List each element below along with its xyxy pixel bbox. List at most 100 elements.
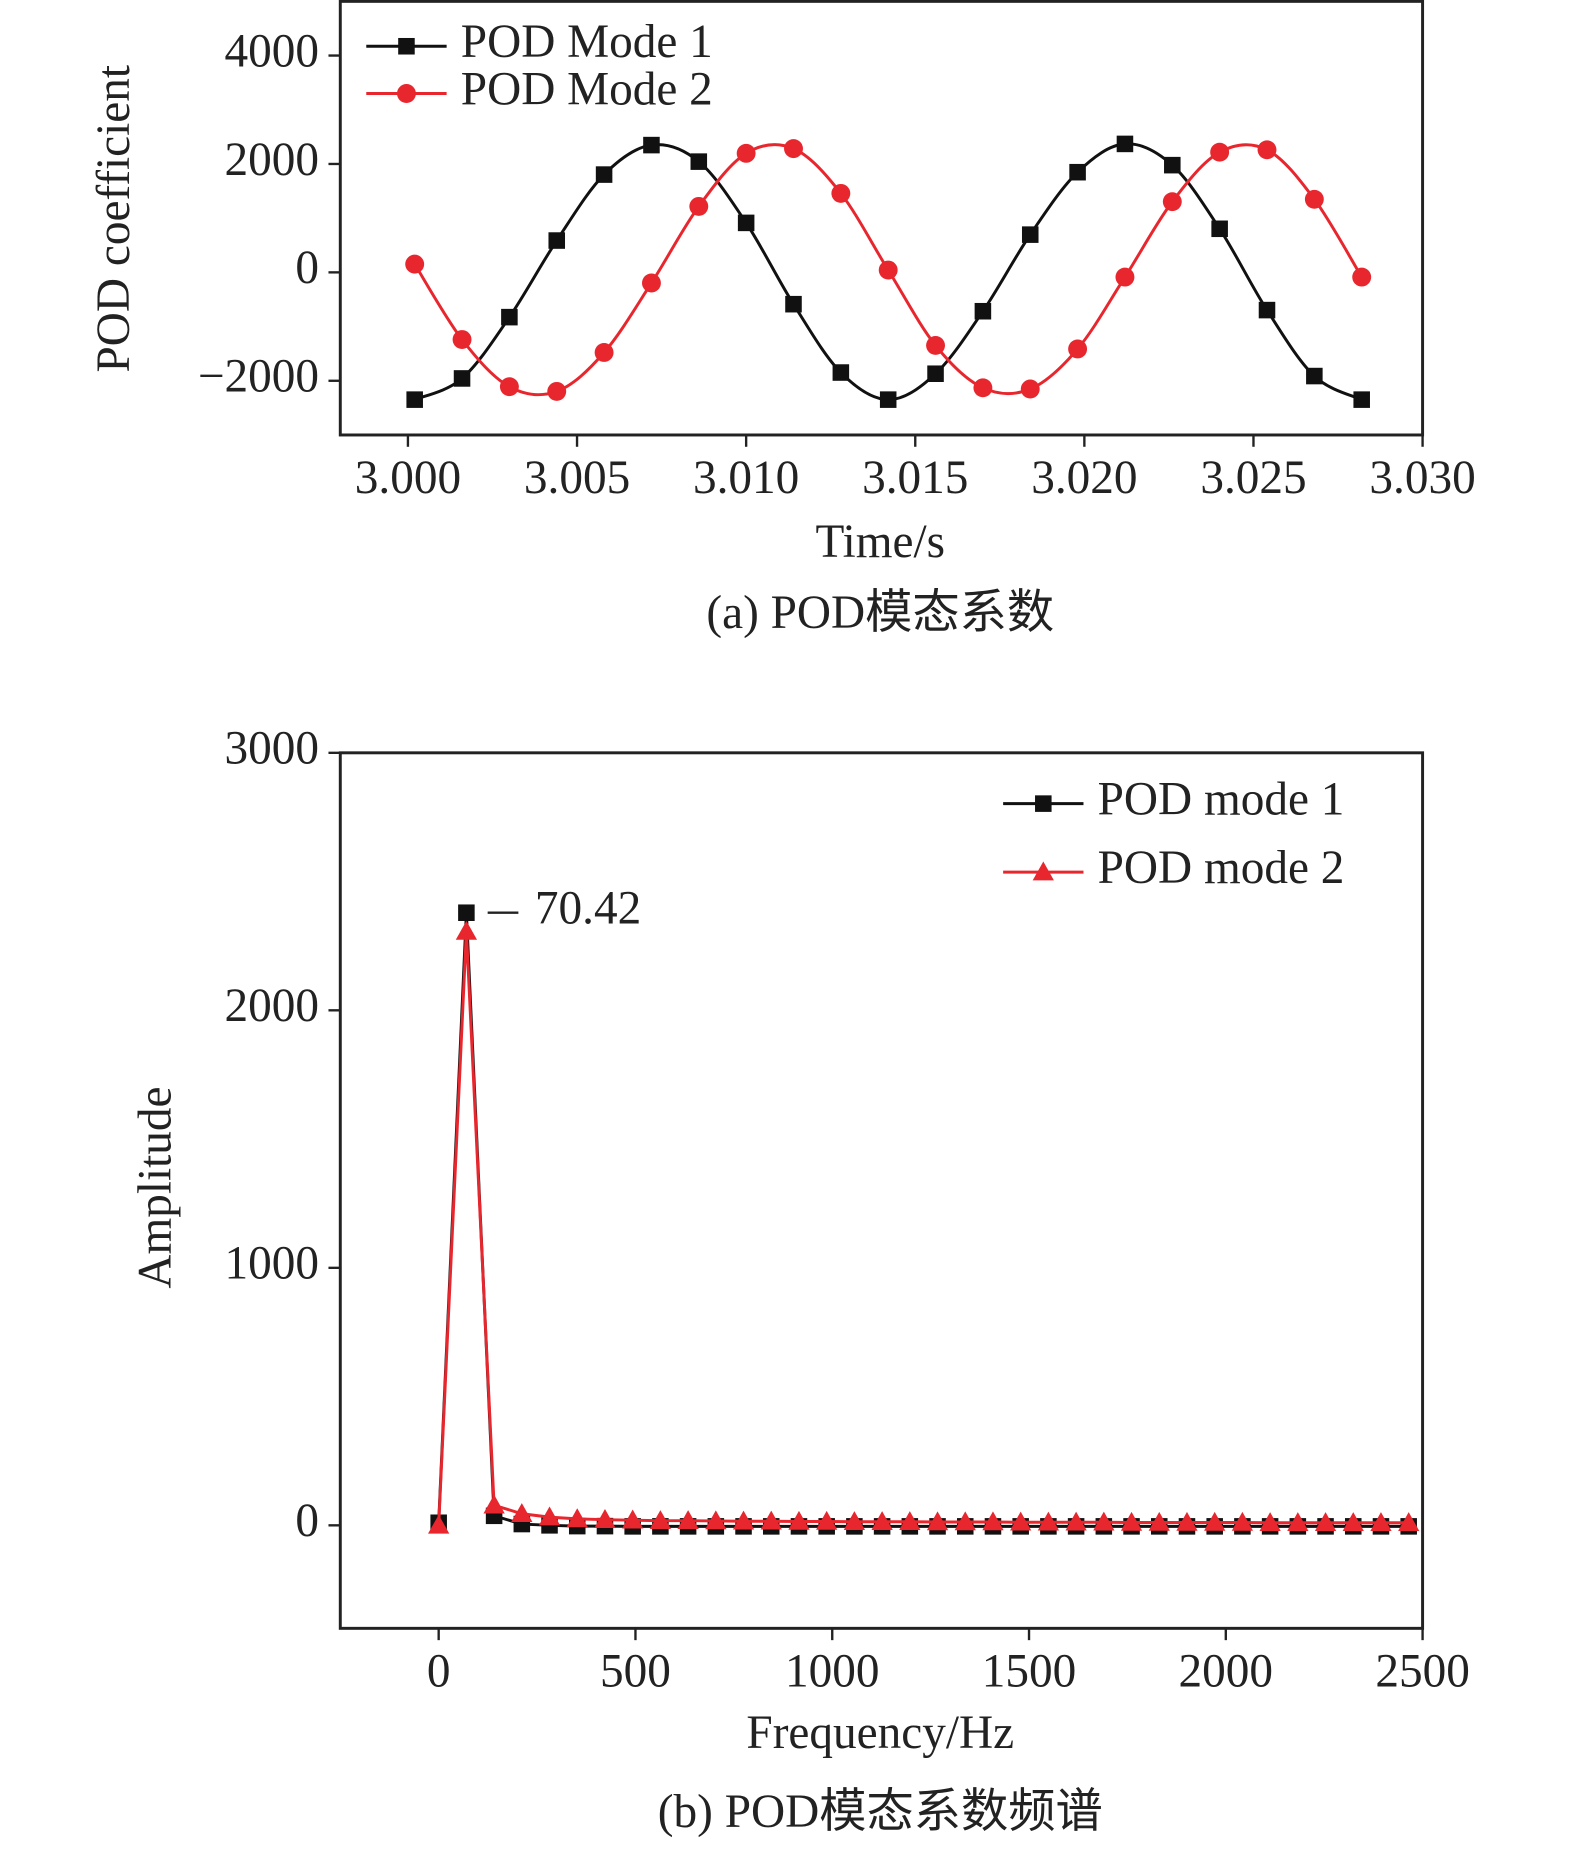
marker xyxy=(641,273,661,293)
marker xyxy=(1314,1512,1337,1532)
caption: (b) POD模态系数频谱 xyxy=(658,1786,1103,1838)
x-tick-label: 1000 xyxy=(785,1645,880,1697)
marker xyxy=(788,1510,810,1530)
y-tick-label: 0 xyxy=(295,242,319,294)
marker xyxy=(1210,142,1230,162)
marker xyxy=(785,295,802,313)
marker xyxy=(736,143,756,163)
marker xyxy=(1164,156,1181,174)
marker xyxy=(1370,1512,1392,1532)
y-tick-label: 2000 xyxy=(225,134,319,186)
annotation: 70.42 xyxy=(535,883,641,935)
marker xyxy=(566,1508,588,1528)
y-tick-label: 1000 xyxy=(225,1238,319,1290)
marker xyxy=(538,1506,561,1526)
marker xyxy=(899,1511,921,1531)
marker xyxy=(1258,301,1276,319)
marker xyxy=(831,183,851,203)
marker xyxy=(1010,1511,1032,1531)
y-tick-label: 0 xyxy=(295,1495,319,1547)
marker xyxy=(816,1510,838,1530)
legend-label: POD Mode 1 xyxy=(461,16,713,68)
legend-label: POD Mode 2 xyxy=(461,63,713,115)
marker xyxy=(594,343,614,362)
caption: (a) POD模态系数 xyxy=(706,587,1054,639)
marker xyxy=(1093,1511,1115,1531)
marker xyxy=(1065,1511,1087,1531)
marker xyxy=(974,302,992,320)
marker xyxy=(1259,1512,1281,1532)
marker xyxy=(832,364,850,381)
marker xyxy=(1148,1511,1170,1531)
marker xyxy=(501,308,518,326)
marker xyxy=(737,214,755,232)
marker xyxy=(677,1510,699,1529)
y-tick-label: −2000 xyxy=(198,351,319,403)
x-tick-label: 2500 xyxy=(1375,1645,1470,1697)
marker xyxy=(927,365,944,382)
y-tick-label: 3000 xyxy=(225,723,319,775)
marker xyxy=(1342,1512,1364,1532)
marker xyxy=(954,1511,976,1531)
marker xyxy=(871,1511,893,1531)
marker xyxy=(594,1509,616,1528)
x-tick-label: 500 xyxy=(600,1645,671,1697)
legend-label: POD mode 1 xyxy=(1098,773,1345,825)
marker xyxy=(843,1511,866,1531)
marker xyxy=(690,153,708,170)
legend-marker xyxy=(1032,861,1054,881)
marker xyxy=(453,370,471,387)
y-axis-title: Amplitude xyxy=(129,1087,181,1289)
marker xyxy=(973,378,993,398)
marker xyxy=(784,139,803,159)
y-tick-label: 4000 xyxy=(225,25,319,77)
marker xyxy=(878,260,898,280)
marker xyxy=(622,1509,644,1529)
x-tick-label: 3.030 xyxy=(1369,452,1475,504)
marker xyxy=(705,1510,727,1530)
marker xyxy=(1021,226,1039,243)
x-tick-label: 0 xyxy=(427,1645,451,1697)
marker xyxy=(547,381,567,401)
legend-marker xyxy=(1035,795,1052,812)
marker xyxy=(689,196,709,216)
marker xyxy=(982,1511,1004,1531)
marker xyxy=(458,904,475,921)
marker xyxy=(879,391,897,408)
marker xyxy=(1204,1511,1226,1531)
marker xyxy=(1120,1511,1143,1531)
marker xyxy=(511,1503,533,1523)
marker xyxy=(1116,135,1134,153)
x-axis-title: Time/s xyxy=(815,516,945,568)
x-tick-label: 2000 xyxy=(1179,1645,1274,1697)
marker xyxy=(428,1514,450,1534)
x-tick-label: 1500 xyxy=(982,1645,1076,1697)
marker xyxy=(1231,1511,1254,1531)
series-line xyxy=(437,912,1409,1528)
marker xyxy=(1068,339,1088,359)
marker xyxy=(1176,1511,1198,1531)
marker xyxy=(1352,267,1372,287)
x-tick-label: 3.020 xyxy=(1031,452,1137,504)
marker xyxy=(926,1511,949,1531)
x-axis-title: Frequency/Hz xyxy=(746,1707,1014,1759)
x-tick-label: 3.015 xyxy=(862,452,968,504)
plot-frame xyxy=(338,751,1425,1630)
marker xyxy=(548,232,566,249)
marker xyxy=(1020,379,1040,399)
x-tick-label: 3.000 xyxy=(355,452,461,504)
marker xyxy=(1162,192,1182,212)
marker xyxy=(595,166,613,183)
marker xyxy=(1257,140,1277,160)
marker xyxy=(1069,163,1086,181)
marker xyxy=(499,377,519,397)
legend-label: POD mode 2 xyxy=(1098,842,1345,894)
marker xyxy=(649,1510,672,1529)
plot-frame xyxy=(338,0,1425,437)
marker xyxy=(1037,1511,1060,1531)
marker xyxy=(1353,391,1370,408)
marker xyxy=(732,1510,755,1530)
x-tick-label: 3.010 xyxy=(693,452,799,504)
y-tick-label: 2000 xyxy=(225,980,319,1032)
